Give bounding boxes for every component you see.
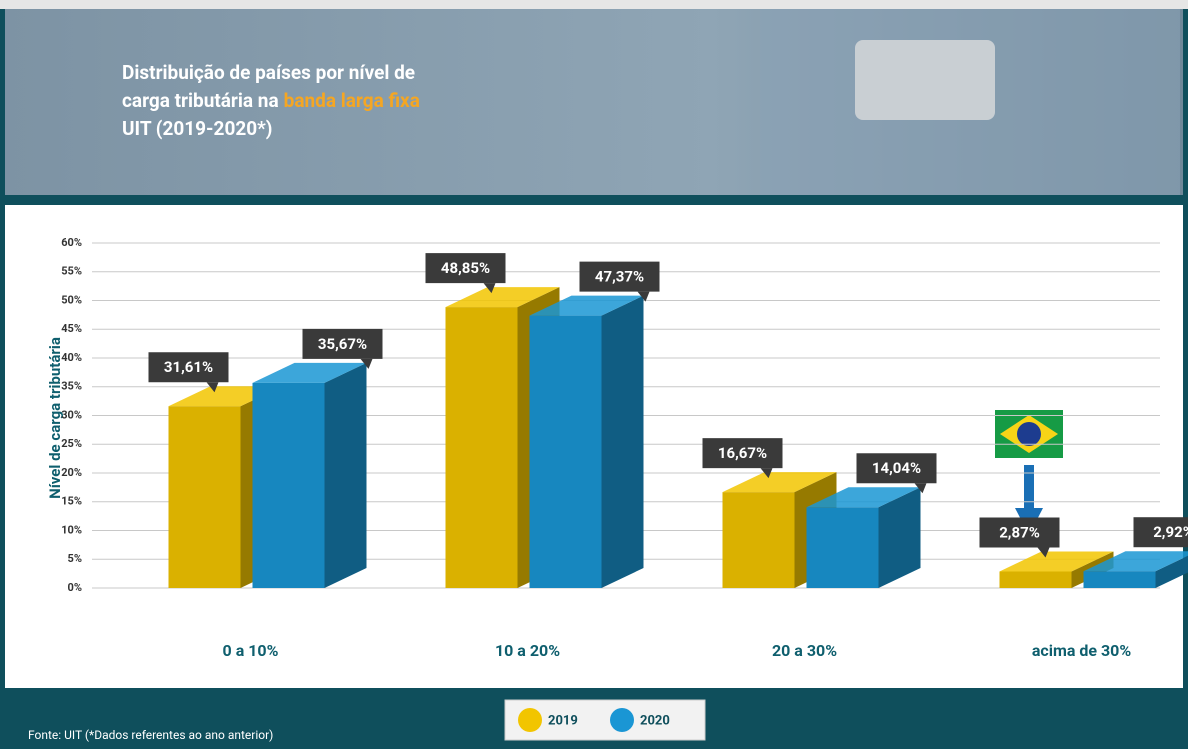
page: Distribuição de países por nível de carg… [0, 0, 1188, 749]
title: Distribuição de países por nível de [122, 61, 415, 84]
x-tick-label: acima de 30% [1032, 641, 1132, 660]
value-label: 47,37% [595, 268, 644, 286]
bar [807, 507, 879, 588]
value-label: 16,67% [718, 444, 767, 462]
y-tick-label: 5% [68, 552, 82, 565]
y-tick-label: 50% [61, 293, 82, 306]
y-tick-label: 0% [68, 581, 82, 594]
bar [1000, 571, 1072, 588]
y-tick-label: 35% [61, 380, 82, 393]
brazil-flag [995, 410, 1063, 458]
title-highlight: banda larga fixa [284, 89, 420, 112]
chart: Distribuição de países por nível de carg… [0, 0, 1188, 749]
bar [253, 383, 325, 588]
value-label: 14,04% [872, 459, 921, 477]
bar [1084, 571, 1156, 588]
y-tick-label: 25% [61, 437, 82, 450]
y-tick-label: 45% [61, 322, 82, 335]
tablet [855, 40, 995, 120]
top-strip [0, 0, 1188, 9]
y-tick-label: 40% [61, 351, 82, 364]
y-tick-label: 30% [61, 408, 82, 421]
y-tick-label: 60% [61, 236, 82, 249]
value-label: 2,92% [1153, 523, 1188, 541]
value-label: 35,67% [318, 335, 367, 353]
legend-label: 2020 [640, 713, 670, 728]
value-label: 48,85% [441, 259, 490, 277]
legend-label: 2019 [548, 713, 578, 728]
x-tick-label: 0 a 10% [223, 641, 279, 660]
y-tick-label: 10% [61, 523, 82, 536]
y-tick-label: 20% [61, 466, 82, 479]
legend-swatch [610, 708, 634, 732]
subtitle: UIT (2019-2020*) [122, 117, 272, 140]
bar [530, 316, 602, 588]
y-tick-label: 15% [61, 495, 82, 508]
x-tick-label: 20 a 30% [772, 641, 837, 660]
bar [446, 307, 518, 588]
title-line2: carga tributária na [122, 89, 279, 112]
source-note: Fonte: UIT (*Dados referentes ao ano ant… [28, 728, 273, 742]
value-label: 2,87% [999, 523, 1040, 541]
y-tick-label: 55% [61, 265, 82, 278]
value-label: 31,61% [164, 358, 213, 376]
legend-swatch [518, 708, 542, 732]
bar [723, 492, 795, 588]
bar-side [602, 296, 644, 588]
x-tick-label: 10 a 20% [495, 641, 560, 660]
bar [169, 406, 241, 588]
bar-side [325, 363, 367, 588]
